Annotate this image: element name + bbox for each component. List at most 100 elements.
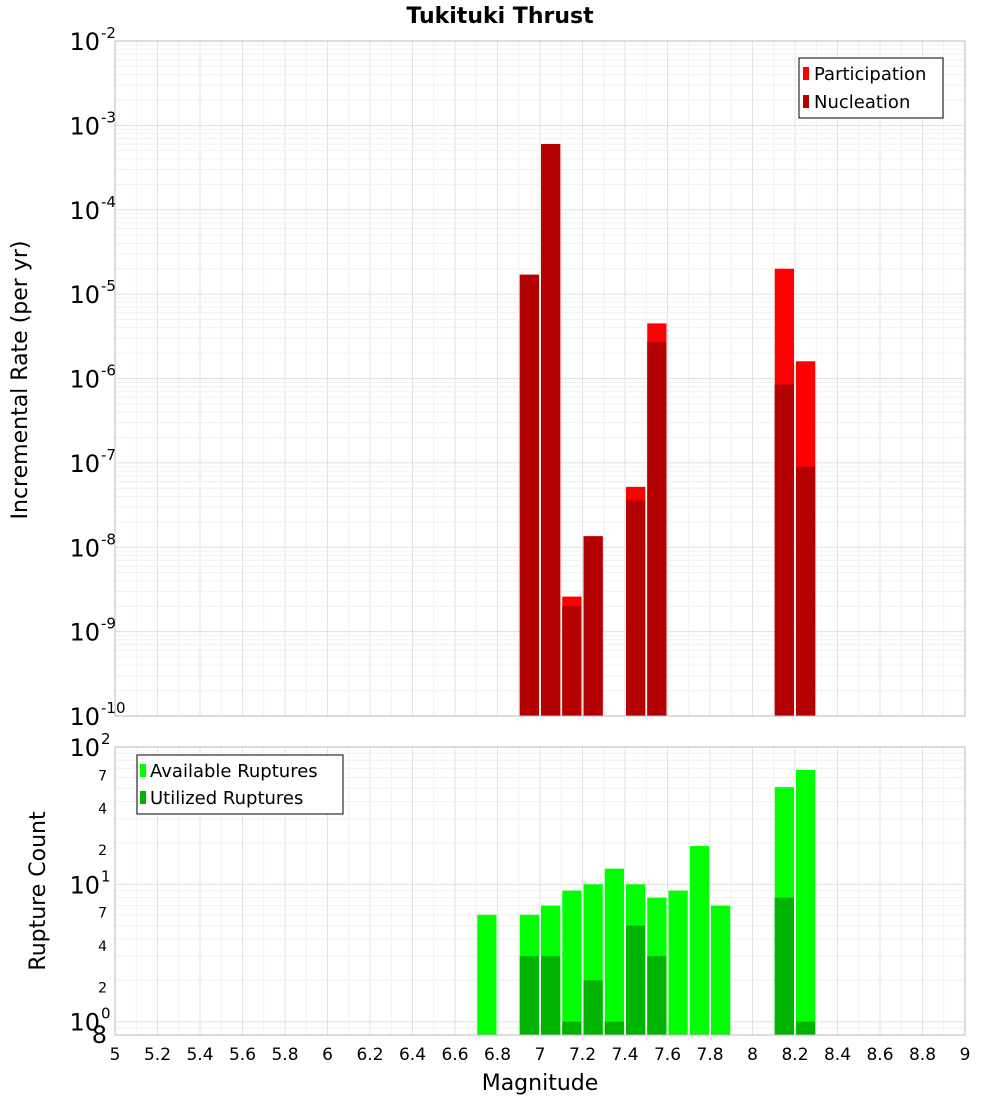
bottom-bar-utilized-ruptures <box>647 956 667 1035</box>
top-y-tick-labels: 10-210-310-410-510-610-710-810-910-10 <box>69 24 125 731</box>
x-tick-label: 6 <box>322 1045 333 1065</box>
top-y-tick-label: 10 <box>69 281 100 309</box>
top-y-tick-label: 10 <box>69 112 100 140</box>
top-y-tick-exponent: -7 <box>101 446 116 464</box>
top-y-tick-label: 10 <box>69 28 100 56</box>
bottom-y-axis-title: Rupture Count <box>26 811 51 971</box>
top-y-tick-exponent: -2 <box>101 24 116 42</box>
legend-label-utilized-ruptures: Utilized Ruptures <box>150 788 303 809</box>
top-bar-nucleation <box>519 274 539 716</box>
x-tick-label: 8 <box>747 1045 758 1065</box>
x-tick-labels: 5 5.2 5.4 5.6 5.8 6 6.2 6.4 6.6 6.8 7 7.2 7.4 7.6 7.8 8… <box>110 1045 971 1065</box>
x-axis-title: Magnitude <box>482 1071 599 1096</box>
bottom-y-tick-label: 10 <box>69 1009 100 1037</box>
bottom-bar-utilized-ruptures <box>796 1021 816 1035</box>
top-y-tick-exponent: -6 <box>101 362 116 380</box>
bottom-y-minor-tick-label: 4 <box>98 939 107 955</box>
x-tick-label: 7.8 <box>696 1045 723 1065</box>
x-tick-label: 8.6 <box>866 1045 893 1065</box>
top-y-tick-label: 10 <box>69 366 100 394</box>
top-y-tick-exponent: -3 <box>101 108 116 126</box>
bottom-legend-box <box>136 754 344 815</box>
top-bar-nucleation <box>562 606 582 716</box>
bottom-y-minor-tick-label: 4 <box>98 802 107 818</box>
bottom-y-tick-exponent: 1 <box>101 867 111 885</box>
top-bar-nucleation <box>583 536 603 716</box>
legend-swatch-nucleation <box>803 95 809 108</box>
x-tick-label: 7.2 <box>569 1045 596 1065</box>
x-tick-label: 6.8 <box>484 1045 511 1065</box>
bottom-bar-utilized-ruptures <box>774 897 794 1035</box>
top-y-axis-title: Incremental Rate (per yr) <box>8 241 33 520</box>
top-bar-nucleation <box>774 384 794 716</box>
bottom-bar-utilized-ruptures <box>583 980 603 1035</box>
x-tick-label: 5.6 <box>229 1045 256 1065</box>
top-y-tick-label: 10 <box>69 619 100 647</box>
bottom-bar-available-ruptures <box>796 770 816 1035</box>
bottom-y-minor-tick-label: 2 <box>98 843 107 859</box>
bottom-bar-available-ruptures <box>562 890 582 1035</box>
top-y-tick-label: 10 <box>69 197 100 225</box>
top-y-tick-label: 10 <box>69 534 100 562</box>
x-tick-label: 5.8 <box>271 1045 298 1065</box>
top-legend: Participation Nucleation <box>798 57 944 119</box>
chart-title: Tukituki Thrust <box>406 4 594 29</box>
bottom-bar-utilized-ruptures <box>519 956 539 1035</box>
legend-swatch-utilized-ruptures <box>140 791 146 804</box>
x-tick-label: 6.2 <box>356 1045 383 1065</box>
bottom-y-tick-label: 10 <box>69 734 100 762</box>
bottom-legend: Available Ruptures Utilized Ruptures <box>136 754 344 815</box>
x-tick-label: 7.6 <box>654 1045 681 1065</box>
top-bar-nucleation <box>541 144 561 716</box>
x-tick-label: 8.2 <box>781 1045 808 1065</box>
bottom-bar-utilized-ruptures <box>604 1021 624 1035</box>
bottom-bar-available-ruptures <box>668 890 688 1035</box>
legend-label-nucleation: Nucleation <box>814 92 910 113</box>
bottom-y-minor-tick-label: 7 <box>98 768 107 784</box>
bottom-bar-available-ruptures <box>604 868 624 1035</box>
x-tick-label: 8.8 <box>909 1045 936 1065</box>
legend-swatch-participation <box>803 67 809 80</box>
x-tick-label: 7.4 <box>611 1045 638 1065</box>
top-y-tick-exponent: -8 <box>101 530 116 548</box>
bottom-bar-utilized-ruptures <box>541 956 561 1035</box>
top-bar-nucleation <box>626 500 646 716</box>
x-tick-label: 6.4 <box>399 1045 426 1065</box>
x-tick-label: 9 <box>960 1045 971 1065</box>
top-y-tick-exponent: -9 <box>101 615 116 633</box>
top-legend-box <box>798 57 944 119</box>
bottom-y-tick-label: 10 <box>69 871 100 899</box>
legend-label-available-ruptures: Available Ruptures <box>150 761 318 782</box>
x-tick-label: 7 <box>535 1045 546 1065</box>
bottom-y-tick-exponent: 0 <box>101 1005 111 1023</box>
bottom-bar-available-ruptures <box>689 846 709 1035</box>
x-tick-label: 5.4 <box>186 1045 213 1065</box>
bottom-y-minor-tick-label: 2 <box>98 980 107 996</box>
x-tick-label: 6.6 <box>441 1045 468 1065</box>
top-gridlines <box>114 41 966 717</box>
bottom-bar-utilized-ruptures <box>626 925 646 1035</box>
top-y-tick-exponent: -10 <box>101 699 126 717</box>
bottom-y-tick-exponent: 2 <box>101 730 111 748</box>
bottom-y-minor-tick-label: 7 <box>98 906 107 922</box>
bottom-y-minor-tick-label: 8 <box>92 1021 107 1049</box>
bottom-bar-available-ruptures <box>477 914 497 1035</box>
bottom-bars <box>477 770 816 1035</box>
legend-label-participation: Participation <box>814 64 926 85</box>
bottom-bar-available-ruptures <box>711 905 731 1035</box>
top-bar-nucleation <box>796 466 816 716</box>
x-tick-label: 5.2 <box>144 1045 171 1065</box>
bottom-bar-utilized-ruptures <box>562 1021 582 1035</box>
top-y-tick-label: 10 <box>69 450 100 478</box>
x-tick-label: 8.4 <box>824 1045 851 1065</box>
bottom-plot-border <box>114 746 966 1036</box>
top-bars <box>519 144 816 716</box>
top-y-tick-label: 10 <box>69 703 100 731</box>
top-plot-border <box>114 40 966 717</box>
legend-swatch-available-ruptures <box>140 764 146 777</box>
top-y-tick-exponent: -4 <box>101 193 116 211</box>
x-tick-label: 5 <box>110 1045 121 1065</box>
